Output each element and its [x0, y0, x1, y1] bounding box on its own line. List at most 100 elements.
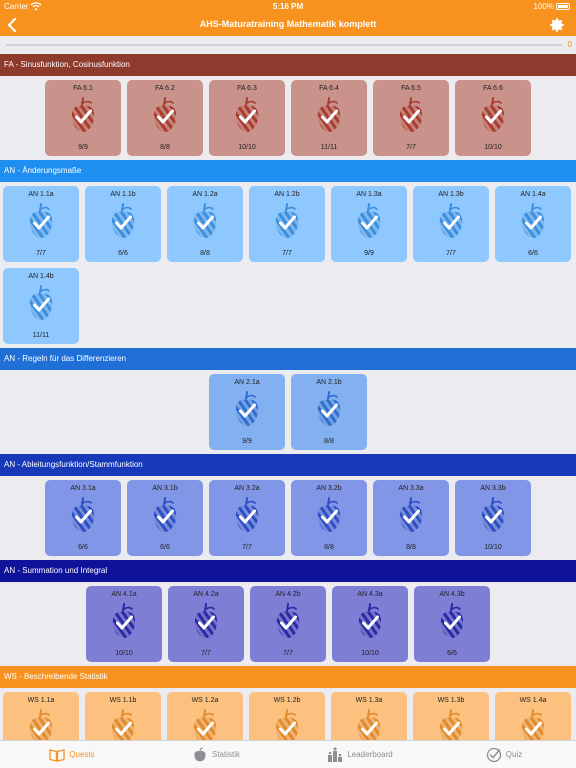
quest-tile[interactable]: AN 1.1a 7/7	[3, 186, 79, 262]
acorn-check-icon	[191, 202, 219, 240]
quest-tile[interactable]: AN 1.3b 7/7	[413, 186, 489, 262]
section-body: AN 3.1a 6/6 AN 3.1b 6/6 AN 3.2a 7/7 AN 3.2b 8/8…	[0, 476, 576, 560]
quest-tile[interactable]: AN 3.3a 8/8	[373, 480, 449, 556]
clock: 5:16 PM	[272, 2, 304, 11]
chevron-left-icon[interactable]	[4, 14, 22, 36]
quest-score: 6/6	[447, 650, 457, 657]
quest-tile[interactable]: WS 1.2a	[167, 692, 243, 740]
quest-code: FA 6.2	[155, 85, 175, 92]
tab-statistik[interactable]: Statistik	[144, 741, 288, 768]
section-header: FA - Sinusfunktion, Cosinusfunktion	[0, 54, 576, 76]
quest-tile[interactable]: AN 4.2b 7/7	[250, 586, 326, 662]
quest-tile[interactable]: AN 3.1a 6/6	[45, 480, 121, 556]
quest-tile[interactable]: WS 1.3a	[331, 692, 407, 740]
quest-tile[interactable]: WS 1.1a	[3, 692, 79, 740]
quest-tile[interactable]: AN 3.2a 7/7	[209, 480, 285, 556]
acorn-check-icon	[479, 496, 507, 534]
quest-code: AN 4.2a	[193, 591, 219, 598]
quest-tile[interactable]: AN 4.3b 6/6	[414, 586, 490, 662]
quest-code: AN 3.2b	[316, 485, 342, 492]
acorn-check-icon	[151, 96, 179, 134]
quest-score: 7/7	[36, 250, 46, 257]
tab-leaderboard[interactable]: Leaderboard	[288, 741, 432, 768]
quest-tile[interactable]: AN 3.2b 8/8	[291, 480, 367, 556]
quest-code: AN 4.2b	[275, 591, 301, 598]
section-body: FA 6.1 9/9 FA 6.2 8/8 FA 6.3 10/10 FA 6.4 11/11…	[0, 76, 576, 160]
acorn-check-icon	[109, 708, 137, 740]
quest-code: FA 6.6	[483, 85, 503, 92]
quest-tile[interactable]: FA 6.4 11/11	[291, 80, 367, 156]
progress-track	[6, 44, 562, 46]
acorn-check-icon	[519, 708, 547, 740]
quest-code: AN 3.1a	[70, 485, 96, 492]
acorn-check-icon	[27, 284, 55, 322]
acorn-check-icon	[437, 202, 465, 240]
quest-list[interactable]: FA - Sinusfunktion, Cosinusfunktion FA 6.…	[0, 54, 576, 740]
quest-tile[interactable]: AN 2.1a 9/9	[209, 374, 285, 450]
quest-code: AN 1.4a	[520, 191, 546, 198]
acorn-check-icon	[233, 390, 261, 428]
quest-tile[interactable]: AN 1.2b 7/7	[249, 186, 325, 262]
quest-score: 9/9	[78, 144, 88, 151]
quest-code: WS 1.3b	[437, 697, 465, 704]
quest-score: 10/10	[115, 650, 133, 657]
quest-code: FA 6.3	[237, 85, 257, 92]
tile-grid: AN 2.1a 9/9 AN 2.1b 8/8	[0, 374, 576, 450]
quest-tile[interactable]: AN 4.3a 10/10	[332, 586, 408, 662]
quest-tile[interactable]: AN 1.3a 9/9	[331, 186, 407, 262]
quest-code: AN 4.1a	[111, 591, 137, 598]
quest-tile[interactable]: AN 2.1b 8/8	[291, 374, 367, 450]
quest-score: 6/6	[78, 544, 88, 551]
acorn-check-icon	[356, 602, 384, 640]
quest-tile[interactable]: WS 1.4a	[495, 692, 571, 740]
quest-tile[interactable]: WS 1.1b	[85, 692, 161, 740]
gear-icon[interactable]	[548, 16, 566, 34]
tab-quiz[interactable]: Quiz	[432, 741, 576, 768]
quest-score: 11/11	[32, 332, 50, 339]
quest-code: WS 1.4a	[519, 697, 547, 704]
quest-tile[interactable]: FA 6.6 10/10	[455, 80, 531, 156]
quest-score: 6/6	[528, 250, 538, 257]
quest-tile[interactable]: AN 3.3b 10/10	[455, 480, 531, 556]
quest-score: 8/8	[406, 544, 416, 551]
nav-bar: AHS-Maturatraining Mathematik komplett	[0, 14, 576, 36]
tab-label: Quests	[69, 750, 95, 759]
acorn-check-icon	[315, 96, 343, 134]
quest-score: 9/9	[364, 250, 374, 257]
quest-tile[interactable]: FA 6.1 9/9	[45, 80, 121, 156]
quest-tile[interactable]: WS 1.3b	[413, 692, 489, 740]
acorn-check-icon	[437, 708, 465, 740]
quest-tile[interactable]: FA 6.3 10/10	[209, 80, 285, 156]
quest-code: WS 1.1a	[27, 697, 55, 704]
quest-tile[interactable]: AN 1.2a 8/8	[167, 186, 243, 262]
quest-tile[interactable]: AN 4.2a 7/7	[168, 586, 244, 662]
quest-tile[interactable]: WS 1.2b	[249, 692, 325, 740]
wifi-icon	[30, 2, 42, 11]
quest-code: AN 1.2a	[192, 191, 218, 198]
quest-code: AN 4.3a	[357, 591, 383, 598]
tab-bar: Quests Statistik Leaderboard Quiz	[0, 740, 576, 768]
quest-tile[interactable]: AN 3.1b 6/6	[127, 480, 203, 556]
acorn-check-icon	[274, 602, 302, 640]
carrier-label: Carrier	[4, 2, 29, 11]
quest-score: 6/6	[160, 544, 170, 551]
acorn-check-icon	[151, 496, 179, 534]
quest-score: 6/6	[118, 250, 128, 257]
quest-tile[interactable]: FA 6.2 8/8	[127, 80, 203, 156]
quest-tile[interactable]: FA 6.5 7/7	[373, 80, 449, 156]
quest-code: AN 3.3a	[398, 485, 424, 492]
section-header: AN - Regeln für das Differenzieren	[0, 348, 576, 370]
acorn-check-icon	[109, 202, 137, 240]
quest-score: 8/8	[324, 544, 334, 551]
acorn-check-icon	[27, 708, 55, 740]
battery-icon	[556, 3, 570, 10]
tab-quests[interactable]: Quests	[0, 741, 144, 768]
apple-icon	[194, 746, 206, 761]
quest-tile[interactable]: AN 1.4a 6/6	[495, 186, 571, 262]
quest-tile[interactable]: AN 4.1a 10/10	[86, 586, 162, 662]
quest-code: AN 1.3b	[438, 191, 464, 198]
quest-code: AN 1.3a	[356, 191, 382, 198]
quest-code: AN 3.2a	[234, 485, 260, 492]
quest-tile[interactable]: AN 1.1b 6/6	[85, 186, 161, 262]
quest-tile[interactable]: AN 1.4b 11/11	[3, 268, 79, 344]
